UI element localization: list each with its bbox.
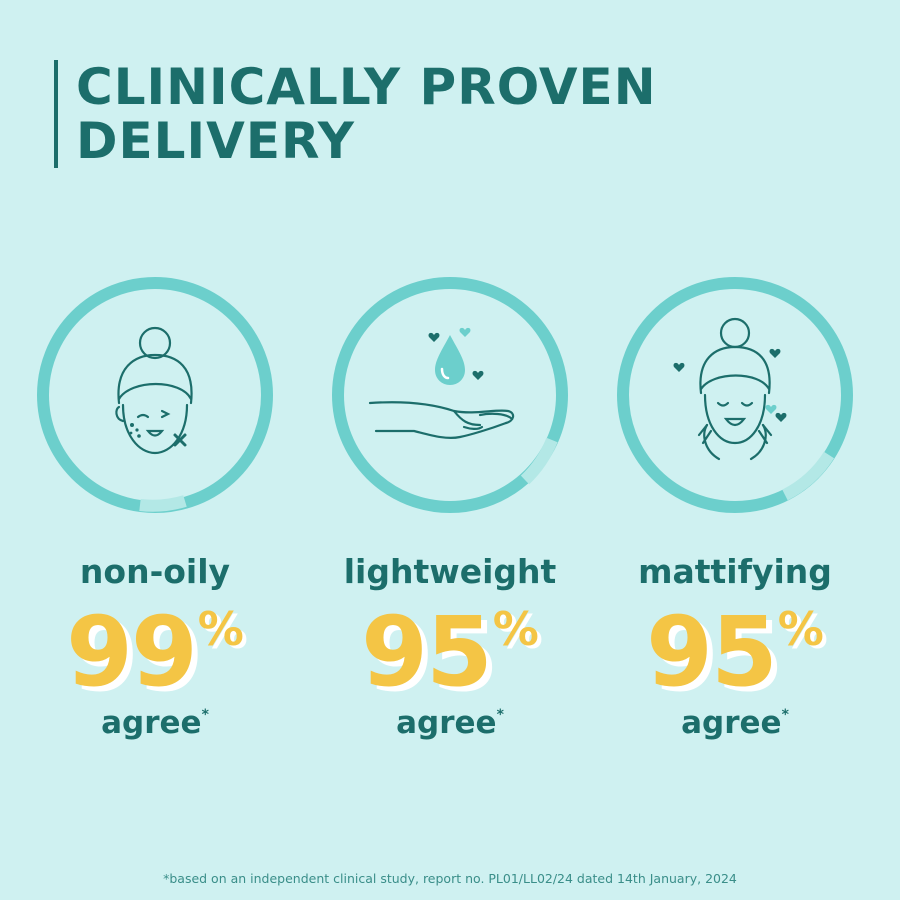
percent-value: 95 [361, 596, 493, 708]
footnote: *based on an independent clinical study,… [163, 871, 737, 886]
page-title: CLINICALLY PROVEN DELIVERY [54, 60, 657, 168]
asterisk: * [496, 707, 504, 723]
stat-mattifying: mattifying 95% agree* [580, 0, 880, 900]
agree-word: agree [681, 705, 782, 741]
stat-label: lightweight [343, 552, 557, 591]
stat-lightweight: lightweight 95% agree* [295, 0, 595, 900]
stat-label: mattifying [638, 552, 832, 591]
asterisk: * [201, 707, 209, 723]
percent-sign: % [197, 602, 244, 656]
agree-text: agree* [580, 705, 890, 741]
percent-sign: % [777, 602, 824, 656]
title-line-2: DELIVERY [76, 112, 355, 170]
face-blemish-icon [37, 277, 273, 513]
face-happy-icon [617, 277, 853, 513]
percent-sign: % [492, 602, 539, 656]
stat-label: non-oily [79, 552, 231, 591]
stat-percent: 99% [0, 602, 310, 702]
agree-text: agree* [295, 705, 605, 741]
percent-value: 95 [646, 596, 778, 708]
title-line-1: CLINICALLY PROVEN [76, 58, 657, 116]
agree-text: agree* [0, 705, 310, 741]
percent-value: 99 [66, 596, 198, 708]
agree-word: agree [101, 705, 202, 741]
stat-percent: 95% [295, 602, 605, 702]
hand-droplet-icon [332, 277, 568, 513]
agree-word: agree [396, 705, 497, 741]
asterisk: * [781, 707, 789, 723]
stat-non-oily: non-oily 99% agree* [0, 0, 300, 900]
stat-percent: 95% [580, 602, 890, 702]
